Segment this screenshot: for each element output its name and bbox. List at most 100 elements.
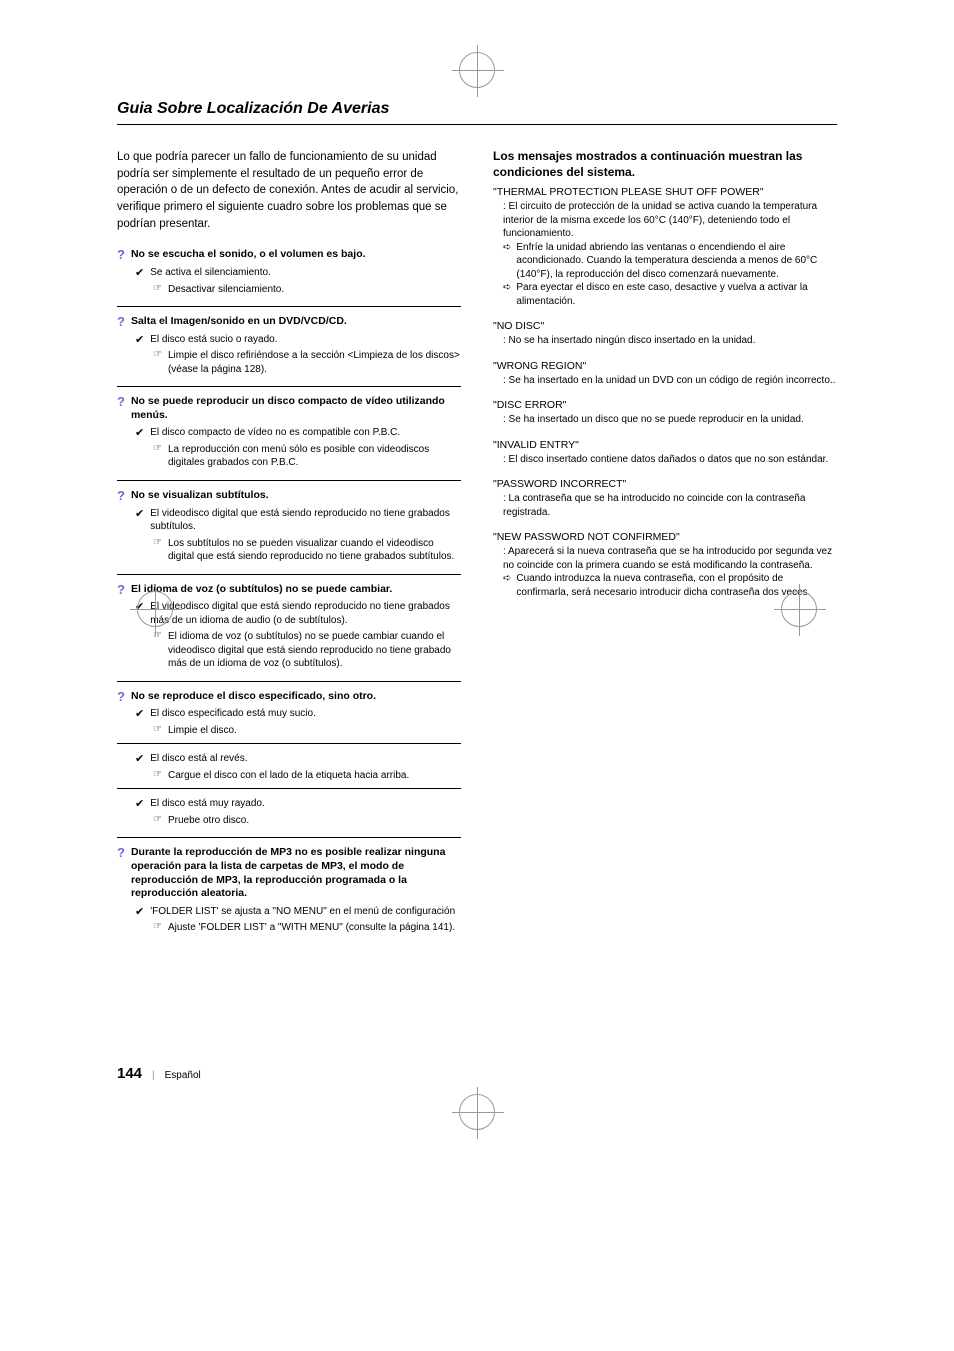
messages-list: "THERMAL PROTECTION PLEASE SHUT OFF POWE… <box>493 186 837 599</box>
message-block: "DISC ERROR": Se ha insertado un disco q… <box>493 399 837 427</box>
message-description: : Aparecerá si la nueva contraseña que s… <box>493 545 837 572</box>
pointer-icon: ☞ <box>153 769 162 780</box>
pointer-icon: ☞ <box>153 443 162 454</box>
message-description: : El circuito de protección de la unidad… <box>493 200 837 241</box>
pointer-text: La reproducción con menú sólo es posible… <box>168 443 461 470</box>
message-description: : Se ha insertado un disco que no se pue… <box>493 413 837 427</box>
message-description: : Se ha insertado en la unidad un DVD co… <box>493 374 837 388</box>
pointer-line: ☞ Ajuste 'FOLDER LIST' a "WITH MENU" (con… <box>117 921 461 935</box>
pointer-text: Desactivar silenciamiento. <box>168 283 461 297</box>
check-line: ✔ El disco especificado está muy sucio. <box>117 707 461 721</box>
right-column: Los mensajes mostrados a continuación mu… <box>493 149 837 945</box>
check-icon: ✔ <box>135 797 144 810</box>
crop-mark-top <box>0 40 954 100</box>
question-text: No se reproduce el disco especificado, s… <box>131 690 461 704</box>
message-block: "PASSWORD INCORRECT": La contraseña que … <box>493 478 837 519</box>
question-mark-icon: ? <box>117 248 125 261</box>
qa-block: ? No se puede reproducir un disco compact… <box>117 395 461 470</box>
message-title: "INVALID ENTRY" <box>493 439 837 451</box>
check-text: El disco compacto de vídeo no es compati… <box>150 426 461 440</box>
question-line: ? Salta el Imagen/sonido en un DVD/VCD/CD… <box>117 315 461 329</box>
message-description: : El disco insertado contiene datos daña… <box>493 453 837 467</box>
check-icon: ✔ <box>135 752 144 765</box>
question-mark-icon: ? <box>117 315 125 328</box>
qa-block: ?No se visualizan subtítulos.✔El videodi… <box>117 489 461 564</box>
question-text: El idioma de voz (o subtítulos) no se pu… <box>131 583 461 597</box>
pointer-line: ☞ Pruebe otro disco. <box>117 814 461 828</box>
qa-block: ? Durante la reproducción de MP3 no es po… <box>117 846 461 935</box>
pointer-text: El idioma de voz (o subtítulos) no se pu… <box>168 630 461 671</box>
content-columns: Lo que podría parecer un fallo de funcio… <box>117 149 837 945</box>
question-line: ? Durante la reproducción de MP3 no es po… <box>117 846 461 901</box>
pointer-line: ☞ Los subtítulos no se pueden visualizar … <box>117 537 461 564</box>
check-icon: ✔ <box>135 707 144 720</box>
question-text: Salta el Imagen/sonido en un DVD/VCD/CD. <box>131 315 461 329</box>
pointer-line: ☞ La reproducción con menú sólo es posibl… <box>117 443 461 470</box>
pointer-text: Los subtítulos no se pueden visualizar c… <box>168 537 461 564</box>
check-text: El disco está muy rayado. <box>150 797 461 811</box>
message-description: : No se ha insertado ningún disco insert… <box>493 334 837 348</box>
subnote-icon: ➪ <box>503 241 511 282</box>
question-mark-icon: ? <box>117 690 125 703</box>
message-title: "NO DISC" <box>493 320 837 332</box>
check-icon: ✔ <box>135 426 144 439</box>
check-line: ✔ El disco compacto de vídeo no es compat… <box>117 426 461 440</box>
check-line: ✔ El disco está al revés. <box>117 752 461 766</box>
message-subnote: ➪Para eyectar el disco en este caso, des… <box>493 281 837 308</box>
question-mark-icon: ? <box>117 846 125 859</box>
message-title: "NEW PASSWORD NOT CONFIRMED" <box>493 531 837 543</box>
subnote-text: Para eyectar el disco en este caso, desa… <box>516 281 837 308</box>
left-column: Lo que podría parecer un fallo de funcio… <box>117 149 461 945</box>
check-line: ✔ El disco está muy rayado. <box>117 797 461 811</box>
block-divider <box>117 306 461 307</box>
check-icon: ✔ <box>135 905 144 918</box>
pointer-icon: ☞ <box>153 537 162 548</box>
check-text: El disco especificado está muy sucio. <box>150 707 461 721</box>
message-block: "THERMAL PROTECTION PLEASE SHUT OFF POWE… <box>493 186 837 308</box>
message-title: "PASSWORD INCORRECT" <box>493 478 837 490</box>
registration-mark <box>459 52 495 88</box>
check-text: Se activa el silenciamiento. <box>150 266 461 280</box>
check-line: ✔El videodisco digital que está siendo r… <box>117 507 461 534</box>
check-icon: ✔ <box>135 333 144 346</box>
registration-mark <box>459 1094 495 1130</box>
pointer-icon: ☞ <box>153 921 162 932</box>
question-text: No se puede reproducir un disco compacto… <box>131 395 461 422</box>
pointer-line: ☞Limpie el disco. <box>117 724 461 738</box>
block-divider <box>117 480 461 481</box>
check-line: ✔Se activa el silenciamiento. <box>117 266 461 280</box>
pointer-text: Limpie el disco. <box>168 724 461 738</box>
pointer-icon: ☞ <box>153 349 162 360</box>
message-title: "WRONG REGION" <box>493 360 837 372</box>
block-divider <box>117 837 461 838</box>
check-text: El disco está sucio o rayado. <box>150 333 461 347</box>
pointer-text: Pruebe otro disco. <box>168 814 461 828</box>
block-divider <box>117 386 461 387</box>
pointer-line: ☞ Desactivar silenciamiento. <box>117 283 461 297</box>
qa-block: ? No se escucha el sonido, o el volumen e… <box>117 248 461 296</box>
check-text: El disco está al revés. <box>150 752 461 766</box>
pointer-icon: ☞ <box>153 283 162 294</box>
question-mark-icon: ? <box>117 395 125 408</box>
pointer-icon: ☞ <box>153 814 162 825</box>
page-content: Guia Sobre Localización De Averias Lo qu… <box>117 100 837 1082</box>
question-line: ? No se escucha el sonido, o el volumen e… <box>117 248 461 262</box>
check-text: El videodisco digital que está siendo re… <box>150 507 461 534</box>
pointer-line: ☞ Limpie el disco refiriéndose a la secci… <box>117 349 461 376</box>
pointer-text: Cargue el disco con el lado de la etique… <box>168 769 461 783</box>
pointer-text: Limpie el disco refiriéndose a la secció… <box>168 349 461 376</box>
question-line: ? No se puede reproducir un disco compact… <box>117 395 461 422</box>
qa-block: ? No se reproduce el disco especificado, … <box>117 690 461 828</box>
qa-block: ? Salta el Imagen/sonido en un DVD/VCD/CD… <box>117 315 461 376</box>
page-number: 144 <box>117 1065 142 1082</box>
check-line: ✔'FOLDER LIST' se ajusta a "NO MENU" en … <box>117 905 461 919</box>
pointer-text: Ajuste 'FOLDER LIST' a "WITH MENU" (cons… <box>168 921 461 935</box>
question-text: No se escucha el sonido, o el volumen es… <box>131 248 461 262</box>
message-subnote: ➪Enfríe la unidad abriendo las ventanas … <box>493 241 837 282</box>
message-block: "INVALID ENTRY" : El disco insertado cont… <box>493 439 837 467</box>
sub-divider <box>117 788 461 789</box>
check-text: El videodisco digital que está siendo re… <box>150 600 461 627</box>
question-text: Durante la reproducción de MP3 no es pos… <box>131 846 461 901</box>
message-block: "NO DISC" : No se ha insertado ningún dis… <box>493 320 837 348</box>
page-title: Guia Sobre Localización De Averias <box>117 100 837 125</box>
